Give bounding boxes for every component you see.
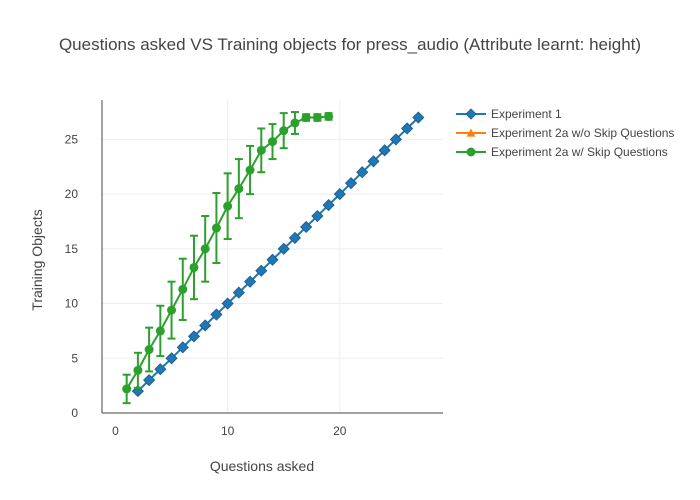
legend-label: Experiment 2a w/o Skip Questions [491,126,674,140]
y-tick-label: 25 [65,132,79,146]
data-point [178,284,188,294]
data-point [143,374,156,387]
y-axis-ticks: 0 5 10 15 20 25 [65,132,79,420]
data-point [268,137,277,147]
y-tick-label: 15 [65,242,79,256]
gridlines [102,100,443,413]
data-point [245,165,255,175]
data-point [122,384,132,394]
x-tick-label: 20 [333,424,347,438]
data-point [301,113,311,123]
x-axis-title: Questions asked [210,458,314,474]
data-point [234,184,244,194]
data-point [322,198,335,212]
legend-item-1[interactable]: Experiment 1 [456,107,562,121]
data-point [277,242,290,255]
data-point [256,145,266,155]
x-tick-label: 10 [221,424,235,438]
data-point [255,264,268,277]
legend-marker [465,108,477,120]
chart-title: Questions asked VS Training objects for … [59,35,641,54]
data-point [367,155,380,168]
series-3 [122,111,334,405]
legend-item-3[interactable]: Experiment 2a w/ Skip Questions [456,145,668,159]
axes [101,100,443,414]
data-point [133,365,143,375]
legend-item-2[interactable]: Experiment 2a w/o Skip Questions [456,126,674,140]
data-point [232,286,245,299]
data-point [199,319,212,332]
legend-label: Experiment 1 [491,107,562,121]
data-point [290,118,300,128]
x-tick-label: 0 [112,424,119,438]
data-point [221,297,234,310]
data-point [401,122,414,135]
data-point [312,113,322,123]
data-point [311,209,324,223]
data-point [324,111,334,121]
y-tick-label: 0 [71,406,78,420]
data-point [200,244,210,254]
data-point [412,111,425,124]
y-tick-label: 20 [65,187,79,201]
data-point [244,275,257,288]
data-point [378,144,391,157]
series-1 [131,111,425,398]
y-tick-label: 10 [65,297,79,311]
data-point [155,326,165,336]
data-point [210,308,223,321]
y-axis-title: Training Objects [29,209,45,310]
legend[interactable]: Experiment 1 Experiment 2a w/o Skip Quest… [456,107,674,159]
data-point [333,188,346,201]
data-point [144,345,154,355]
data-point [154,363,167,376]
data-point [167,305,177,315]
data-point [211,223,221,233]
data-point [266,253,279,266]
data-point [189,262,199,272]
legend-marker [466,128,476,137]
plot-area [122,111,425,405]
data-point [165,352,178,365]
data-point [223,201,233,211]
data-point [356,166,369,179]
data-point [344,177,358,190]
data-point [176,341,189,354]
legend-label: Experiment 2a w/ Skip Questions [491,145,668,159]
data-point [389,133,402,146]
data-point [187,330,201,343]
x-axis-ticks: 0 10 20 [112,424,347,438]
y-tick-label: 5 [71,351,78,365]
data-point [279,126,289,136]
data-point [288,231,301,244]
data-point [300,220,313,234]
legend-marker [466,147,476,157]
